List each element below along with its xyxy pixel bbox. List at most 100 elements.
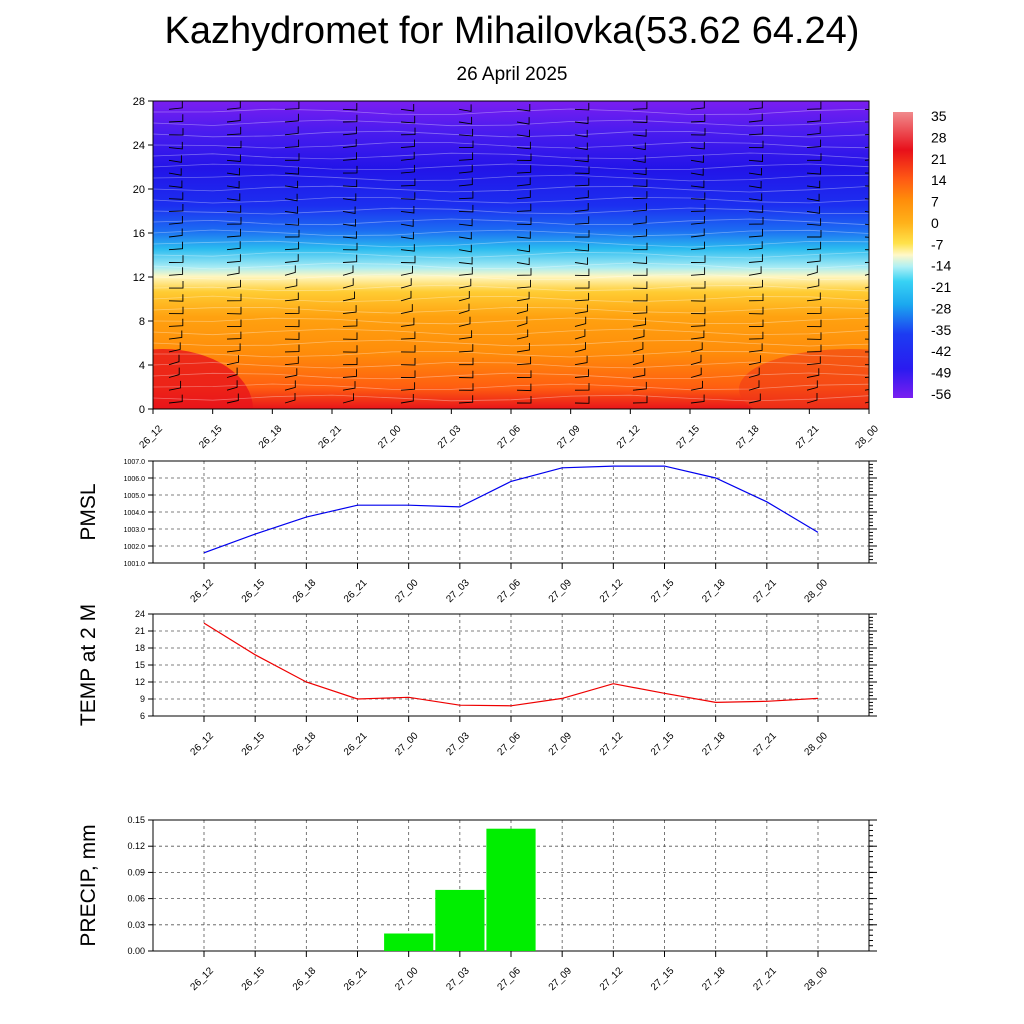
colorbar-label: 35 bbox=[931, 108, 947, 124]
gridlines bbox=[153, 460, 869, 564]
wind-barb bbox=[284, 319, 300, 328]
wind-barb bbox=[690, 228, 705, 238]
wind-barb bbox=[806, 139, 822, 149]
wind-barb bbox=[806, 113, 821, 123]
xtick-label: 27_21 bbox=[751, 730, 779, 758]
wind-barb bbox=[284, 180, 299, 189]
wind-barb bbox=[806, 126, 821, 136]
xtick-label: 26_12 bbox=[189, 965, 217, 993]
wind-barb bbox=[284, 380, 296, 391]
wind-barb bbox=[806, 380, 818, 391]
wind-barb bbox=[284, 167, 300, 175]
wind-barb bbox=[168, 367, 180, 378]
wind-barb bbox=[748, 266, 762, 276]
xtick-label: 27_09 bbox=[547, 965, 575, 993]
ytick-label: 4 bbox=[139, 360, 145, 372]
wind-barb bbox=[458, 383, 474, 391]
wind-barb bbox=[632, 329, 645, 340]
contour-line bbox=[153, 339, 869, 347]
xtick-label: 27_15 bbox=[649, 730, 677, 758]
wind-barb bbox=[284, 139, 300, 149]
xtick-label: 27_15 bbox=[649, 965, 677, 993]
wind-barb bbox=[516, 257, 530, 266]
wind-barb bbox=[574, 142, 588, 151]
wind-barb bbox=[574, 102, 590, 111]
wind-barb bbox=[284, 218, 300, 226]
wind-barb bbox=[864, 286, 869, 289]
wind-barb bbox=[632, 256, 648, 264]
wind-barb bbox=[458, 191, 474, 200]
wind-barb bbox=[806, 167, 822, 175]
wind-barb bbox=[690, 294, 706, 302]
xtick-label: 28_00 bbox=[803, 730, 831, 758]
wind-barb bbox=[342, 318, 358, 327]
wind-barb bbox=[748, 228, 763, 238]
ytick-label: 12 bbox=[133, 272, 145, 284]
wind-barb bbox=[516, 177, 531, 187]
xtick-label: 27_12 bbox=[615, 423, 643, 451]
wind-barb bbox=[633, 242, 648, 251]
ytick-label: 1001.0 bbox=[124, 561, 146, 568]
wind-barb bbox=[168, 267, 184, 276]
contour-lines bbox=[153, 108, 869, 402]
wind-barb bbox=[168, 216, 183, 225]
wind-barb bbox=[168, 255, 184, 263]
wind-barb bbox=[458, 232, 472, 240]
wind-barb bbox=[168, 168, 182, 176]
wind-barb bbox=[400, 304, 413, 315]
wind-barb bbox=[342, 231, 357, 239]
wind-barb bbox=[806, 254, 821, 263]
wind-barb bbox=[690, 267, 706, 276]
wind-barb bbox=[458, 128, 474, 137]
wind-barb bbox=[342, 193, 357, 201]
wind-barb bbox=[458, 344, 474, 353]
wind-barb bbox=[574, 396, 590, 404]
wind-barb bbox=[516, 396, 532, 404]
wind-barb bbox=[806, 332, 822, 340]
contour-line bbox=[153, 207, 869, 215]
colorbar-label: -28 bbox=[931, 300, 951, 316]
wind-barb bbox=[516, 244, 530, 253]
contour-line bbox=[153, 240, 869, 248]
colorbar-ramp bbox=[893, 112, 913, 398]
ytick-label: 8 bbox=[139, 316, 145, 328]
wind-barb bbox=[690, 155, 704, 163]
wind-barb bbox=[342, 126, 357, 136]
pmsl-panel: 1001.0 1002.0 1003.0 1004.0 1005.0 1006.0 1007… bbox=[77, 459, 877, 605]
xtick-label: 27_00 bbox=[393, 965, 421, 993]
wind-barb bbox=[807, 230, 822, 238]
wind-barb bbox=[748, 193, 763, 201]
wind-barb bbox=[168, 294, 184, 302]
xtick-label: 28_00 bbox=[803, 965, 831, 993]
wind-barb bbox=[516, 291, 530, 302]
wind-barb bbox=[226, 140, 242, 149]
wind-barb bbox=[342, 206, 356, 215]
wind-barb bbox=[632, 191, 648, 200]
wind-barb bbox=[400, 278, 412, 289]
xtick-label: 27_21 bbox=[751, 965, 779, 993]
wind-barb bbox=[226, 343, 241, 353]
wind-barb bbox=[574, 230, 590, 238]
contour-line bbox=[153, 262, 869, 270]
wind-barb bbox=[284, 206, 299, 214]
wind-barb bbox=[400, 104, 415, 112]
wind-barb bbox=[574, 166, 590, 174]
wind-barb bbox=[574, 369, 589, 378]
ytick-label: 15 bbox=[135, 660, 145, 670]
y-axis-title: PMSL bbox=[77, 483, 100, 540]
wind-barb bbox=[342, 393, 354, 404]
wind-barb bbox=[342, 179, 358, 188]
wind-barb bbox=[458, 278, 472, 289]
wind-barb bbox=[574, 243, 589, 252]
wind-barb bbox=[284, 254, 299, 263]
xtick-label: 27_18 bbox=[700, 730, 728, 758]
wind-barb bbox=[516, 203, 532, 212]
contour-line bbox=[153, 328, 869, 336]
wind-barb bbox=[690, 114, 706, 123]
wind-barb bbox=[284, 193, 298, 202]
wind-barb bbox=[226, 113, 241, 123]
wind-barb bbox=[806, 306, 822, 315]
xtick-label: 26_21 bbox=[317, 423, 345, 451]
wind-barb bbox=[690, 204, 706, 212]
wind-barb bbox=[690, 168, 704, 176]
